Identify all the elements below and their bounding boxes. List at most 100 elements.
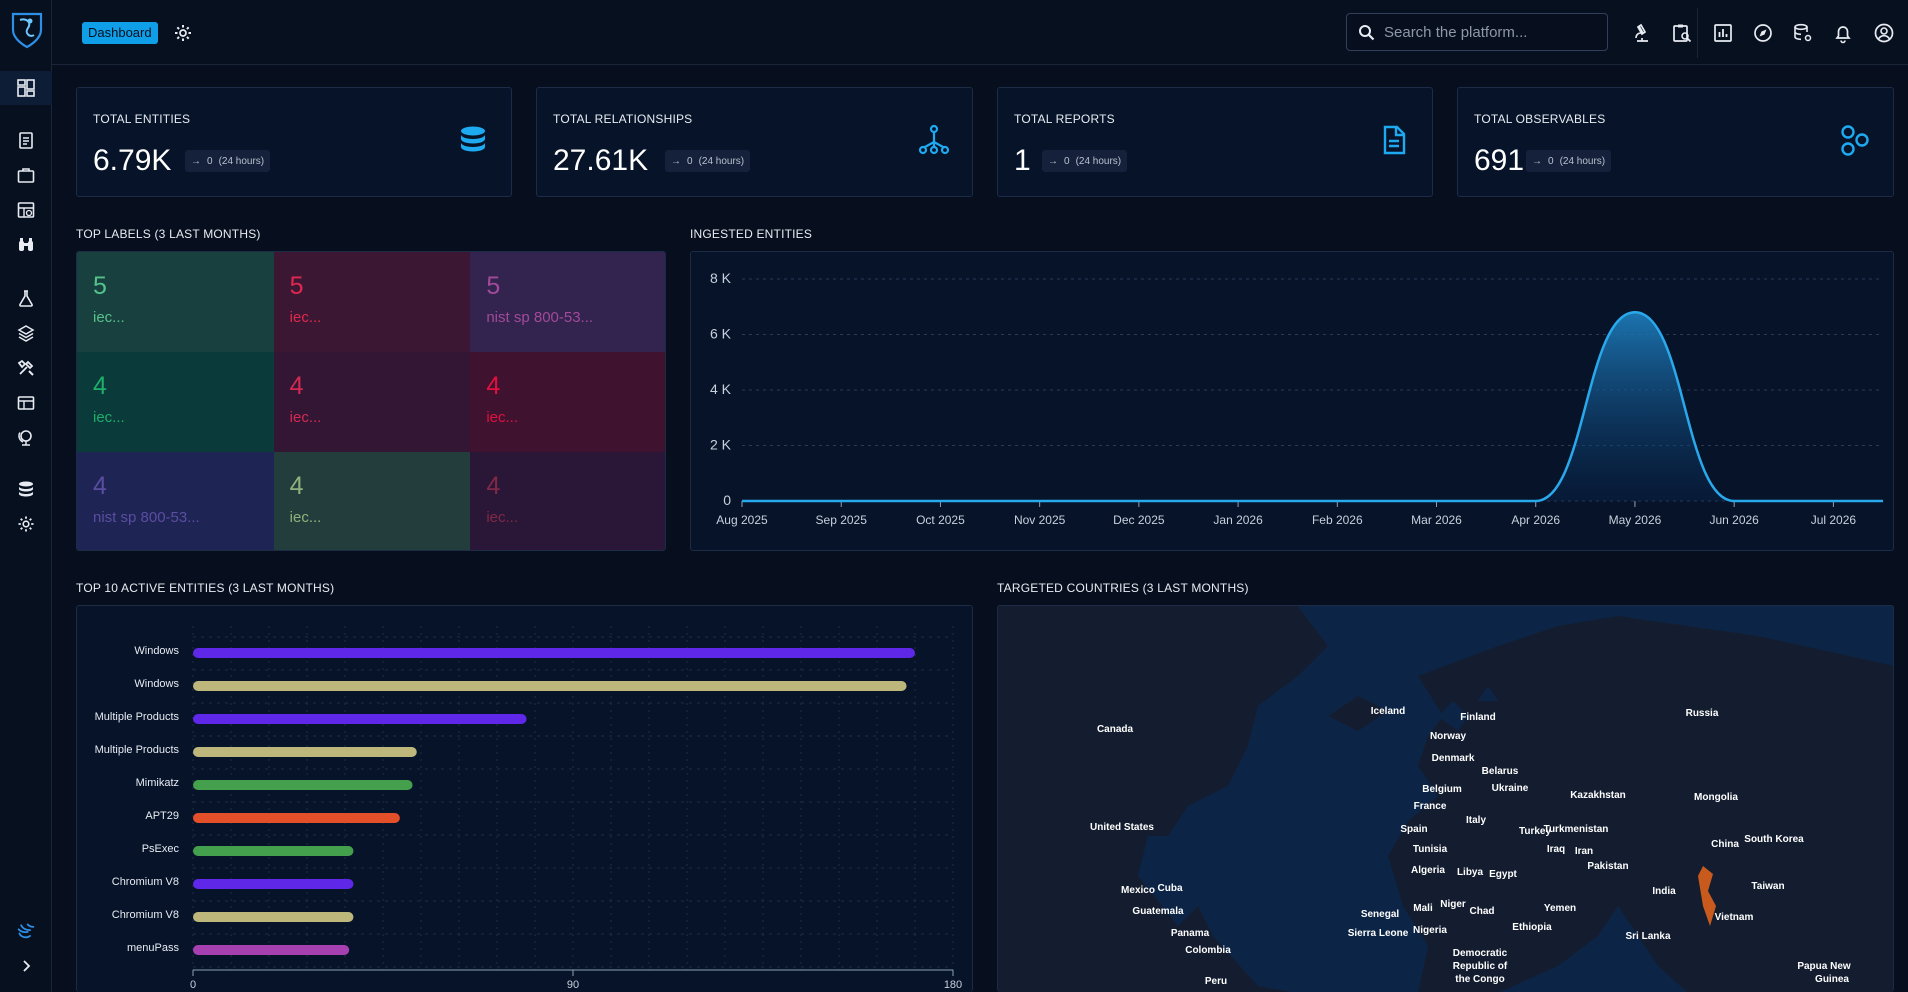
sidebar-item-threats[interactable] — [0, 281, 52, 315]
entity-bar[interactable] — [193, 813, 400, 823]
country-label: Tunisia — [1412, 844, 1448, 855]
country-label: Kazakhstan — [1570, 790, 1626, 801]
opencti-logo[interactable] — [10, 10, 44, 50]
x-tick-label: Apr 2026 — [1511, 513, 1560, 527]
country-label: Senegal — [1360, 909, 1400, 920]
sidebar-item-analyses[interactable] — [0, 123, 52, 157]
top-labels-treemap: 5 iec... 5 iec... 5 nist sp 800-53... 4 iec... 4… — [76, 251, 666, 551]
breadcrumb-dashboard[interactable]: Dashboard — [82, 22, 158, 44]
label-tile-name: iec... — [486, 409, 519, 426]
entity-bar[interactable] — [193, 879, 354, 889]
country-label: the Congo — [1455, 974, 1505, 985]
cases-icon — [17, 168, 35, 183]
stat-delta-badge: → 0 (24 hours) — [185, 150, 271, 172]
search-input[interactable] — [1384, 14, 1599, 50]
ingested-entities-area-chart: 0 2 K 4 K 6 K 8 K Aug 2025 Sep 2025 Oct 2025 Nov… — [710, 270, 1883, 527]
label-tile-name: nist sp 800-53... — [486, 309, 594, 326]
label-tile-count: 4 — [486, 472, 501, 500]
country-label: Guatemala — [1132, 906, 1184, 917]
entity-bar[interactable] — [193, 714, 527, 724]
sidebar-item-observations[interactable] — [0, 228, 52, 262]
stat-label: TOTAL REPORTS — [1014, 112, 1115, 126]
sidebar-item-settings[interactable] — [0, 507, 52, 541]
label-tile[interactable]: 5 nist sp 800-53... — [470, 252, 665, 352]
x-tick-label: Mar 2026 — [1411, 513, 1462, 527]
label-tile[interactable]: 4 iec... — [470, 352, 665, 452]
label-tile-name: iec... — [289, 309, 322, 326]
entity-bar[interactable] — [193, 747, 417, 757]
stat-delta: 0 — [1548, 155, 1554, 167]
country-label: Turkmenistan — [1543, 824, 1609, 835]
stat-delta: 0 — [1064, 155, 1070, 167]
sidebar-item-locations[interactable] — [0, 421, 52, 455]
entity-bar[interactable] — [193, 945, 350, 955]
label-tile[interactable]: 4 iec... — [470, 452, 665, 550]
country-label: Canada — [1096, 724, 1134, 735]
entity-bar[interactable] — [193, 846, 354, 856]
label-tile[interactable]: 4 iec... — [273, 352, 471, 452]
x-tick-label: 0 — [190, 979, 196, 991]
x-tick-label: Nov 2025 — [1014, 513, 1066, 527]
label-tile-count: 4 — [289, 372, 304, 400]
toolbar-separator — [1697, 8, 1698, 58]
investigation-icon[interactable] — [1631, 22, 1653, 44]
dashboards-icon[interactable] — [1712, 22, 1734, 44]
sidebar-item-data[interactable] — [0, 472, 52, 506]
expand-sidebar-button[interactable] — [0, 949, 52, 983]
sidebar-item-arsenal[interactable] — [0, 316, 52, 350]
label-tile-count: 4 — [93, 372, 107, 400]
chevron-right-icon — [23, 960, 31, 972]
country-label: Spain — [1400, 824, 1428, 835]
sidebar-item-entities[interactable] — [0, 386, 52, 420]
country-label: Turkey — [1518, 826, 1552, 837]
country-label: Sierra Leone — [1347, 928, 1409, 939]
explore-icon[interactable] — [1752, 22, 1774, 44]
country-label: Sri Lanka — [1625, 931, 1671, 942]
country-label: Colombia — [1185, 945, 1231, 956]
series-line — [742, 311, 1883, 503]
country-label: Mexico — [1121, 885, 1155, 896]
country-label: Libya — [1456, 867, 1484, 878]
label-tile[interactable]: 5 iec... — [273, 252, 471, 352]
customize-dashboard-gear-icon[interactable] — [173, 23, 193, 43]
graph-icon — [918, 124, 950, 155]
entity-bar[interactable] — [193, 912, 354, 922]
threats-icon — [19, 290, 33, 307]
country-label: Russia — [1685, 708, 1719, 719]
entity-bar[interactable] — [193, 681, 907, 691]
country-label: Iceland — [1370, 706, 1406, 717]
targeted-countries-map[interactable]: Iceland Finland Russia Canada Norway Denmark B… — [997, 605, 1894, 992]
country-label: Vietnam — [1714, 912, 1754, 923]
label-tile[interactable]: 4 iec... — [77, 352, 274, 452]
account-icon[interactable] — [1873, 22, 1895, 44]
search-icon — [1359, 25, 1375, 41]
stat-delta: 0 — [207, 155, 213, 167]
stat-label: TOTAL OBSERVABLES — [1474, 112, 1606, 126]
label-tile-name: iec... — [93, 409, 125, 426]
entity-bar[interactable] — [193, 780, 413, 790]
entity-bar[interactable] — [193, 648, 915, 658]
notifications-icon[interactable] — [1832, 22, 1854, 44]
x-tick-label: 90 — [567, 979, 579, 991]
data-settings-icon[interactable] — [1792, 22, 1814, 44]
country-label: China — [1711, 839, 1739, 850]
label-tile-name: iec... — [289, 509, 322, 526]
workspace-icon[interactable] — [1671, 22, 1693, 44]
entity-bar-label: Multiple Products — [94, 711, 179, 723]
sidebar-item-techniques[interactable] — [0, 351, 52, 385]
country-label: Cuba — [1157, 883, 1183, 894]
label-tile[interactable]: 5 iec... — [77, 252, 274, 352]
label-tile[interactable]: 4 nist sp 800-53... — [77, 452, 274, 550]
sidebar-item-dashboard[interactable] — [0, 71, 52, 105]
country-label: Iran — [1574, 846, 1594, 857]
x-tick-label: 180 — [944, 979, 962, 991]
label-tile[interactable]: 4 iec... — [273, 452, 471, 550]
label-tile-name: iec... — [486, 509, 519, 526]
country-label: Papua New — [1797, 961, 1851, 972]
sidebar-item-events[interactable] — [0, 193, 52, 227]
observations-icon — [19, 238, 33, 251]
country-label: Belarus — [1481, 766, 1519, 777]
sidebar-item-cases[interactable] — [0, 158, 52, 192]
stat-period: (24 hours) — [698, 155, 745, 167]
entity-bar-label: Chromium V8 — [111, 909, 179, 921]
